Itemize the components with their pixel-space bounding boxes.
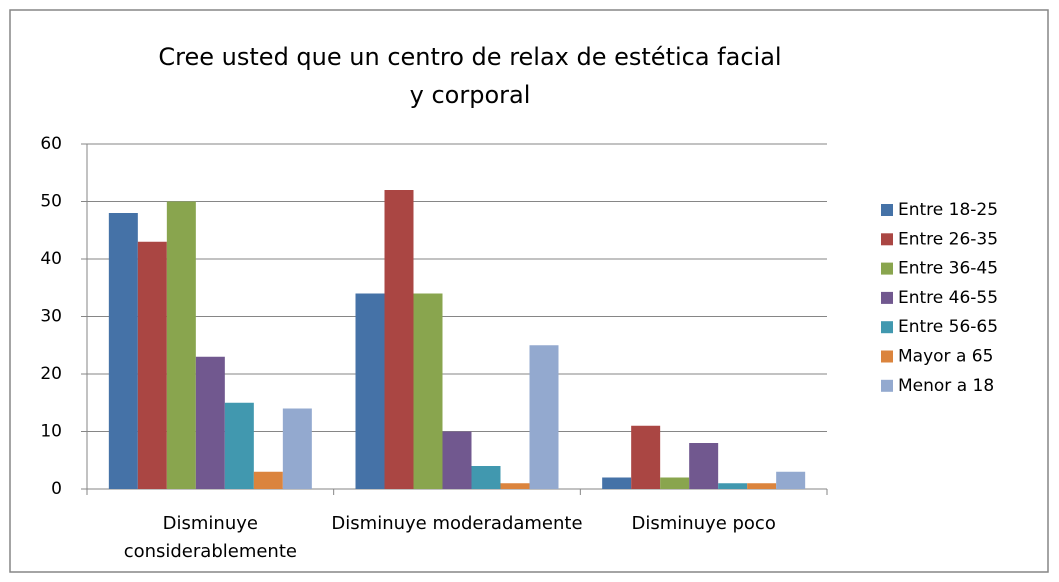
legend-label: Entre 56-65: [898, 317, 998, 337]
y-tick-label: 60: [40, 134, 62, 154]
legend-label: Entre 26-35: [898, 229, 998, 249]
legend-label: Entre 36-45: [898, 259, 998, 279]
bar: [529, 345, 559, 489]
legend-swatch: [881, 321, 893, 334]
bar: [500, 483, 530, 489]
bar: [471, 466, 501, 489]
y-tick-label: 30: [40, 307, 62, 327]
bar: [718, 483, 748, 489]
bar: [195, 356, 225, 489]
bar: [137, 241, 167, 489]
legend-swatch: [881, 350, 893, 363]
chart-title: Cree usted que un centro de relax de est…: [158, 43, 782, 109]
y-tick-label: 40: [40, 249, 62, 269]
y-tick-label: 0: [51, 479, 62, 499]
bar: [282, 408, 312, 489]
bar: [224, 402, 254, 489]
legend-label: Menor a 18: [898, 376, 994, 396]
legend-swatch: [881, 233, 893, 246]
bar: [602, 477, 632, 489]
legend-label: Entre 46-55: [898, 288, 998, 308]
legend-swatch: [881, 262, 893, 275]
x-tick-label: Disminuye poco: [631, 513, 776, 534]
bar: [413, 293, 443, 489]
legend-label: Entre 18-25: [898, 200, 998, 220]
bar: [108, 213, 138, 489]
y-tick-label: 20: [40, 364, 62, 384]
bar: [355, 293, 385, 489]
y-tick-label: 50: [40, 192, 62, 212]
legend-swatch: [881, 291, 893, 304]
x-tick-label: Disminuye considerablemente: [123, 513, 297, 562]
bar: [442, 431, 472, 489]
bar: [776, 471, 806, 489]
bar: [631, 425, 661, 489]
bar: [384, 190, 414, 489]
bar: [166, 201, 196, 489]
bar: [253, 471, 283, 489]
y-tick-label: 10: [40, 422, 62, 442]
legend-swatch: [881, 204, 893, 216]
x-tick-label: Disminuye moderadamente: [331, 513, 583, 534]
legend-label: Mayor a 65: [898, 347, 993, 367]
bar: [660, 477, 690, 489]
bar: [689, 443, 719, 489]
bar: [747, 483, 777, 489]
legend-swatch: [881, 379, 893, 392]
